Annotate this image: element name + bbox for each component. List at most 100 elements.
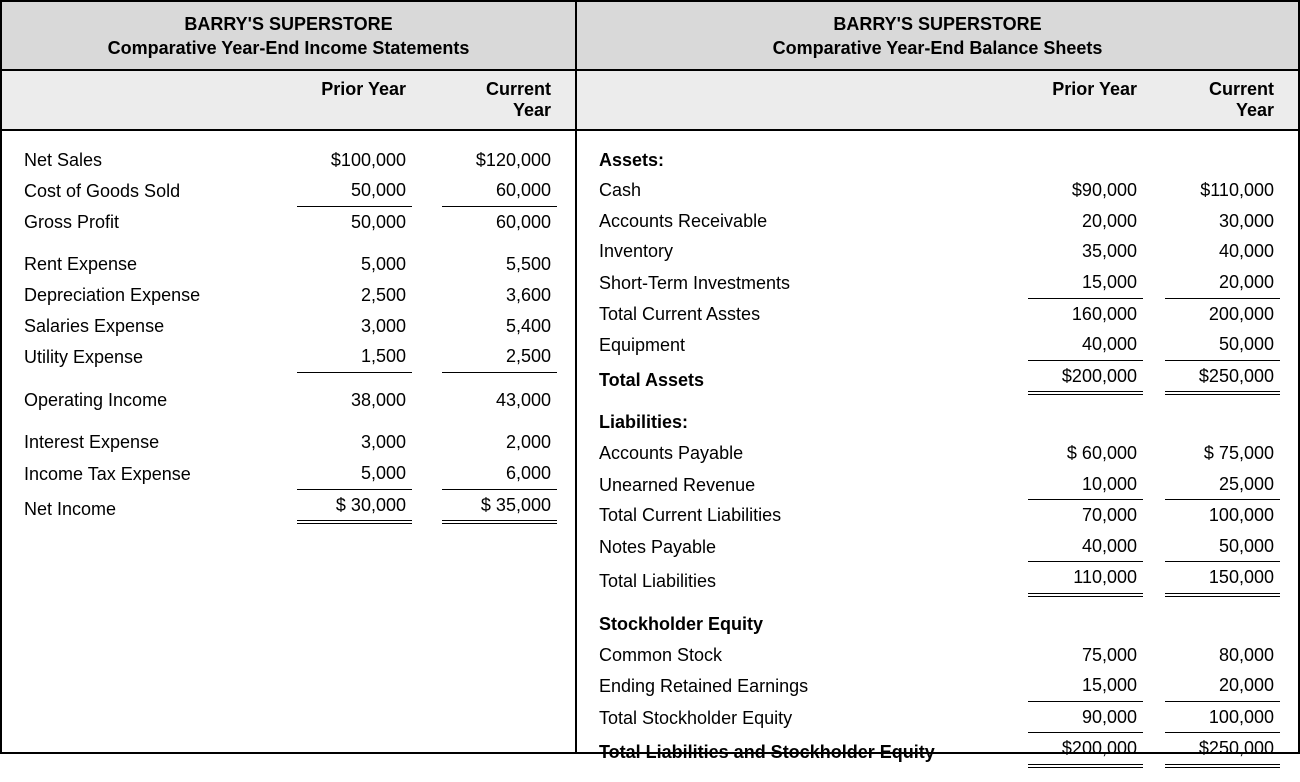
value-sti-prior: 15,000 (1028, 267, 1143, 299)
value-tlse-prior: $200,000 (1028, 733, 1143, 768)
label-depreciation: Depreciation Expense (24, 280, 267, 311)
value-rent-current: 5,500 (442, 249, 557, 280)
row-income-tax-expense: Income Tax Expense 5,000 6,000 (24, 458, 557, 490)
row-gross-profit: Gross Profit 50,000 60,000 (24, 207, 557, 238)
row-total-liabilities-and-equity: Total Liabilities and Stockholder Equity… (599, 733, 1280, 768)
label-tlse: Total Liabilities and Stockholder Equity (599, 737, 1006, 768)
value-cash-prior: $90,000 (1028, 175, 1143, 206)
label-tca: Total Current Asstes (599, 299, 1006, 330)
label-cash: Cash (599, 175, 1006, 206)
row-notes-payable: Notes Payable 40,000 50,000 (599, 531, 1280, 563)
row-accounts-receivable: Accounts Receivable 20,000 30,000 (599, 206, 1280, 237)
label-sti: Short-Term Investments (599, 268, 1006, 299)
balance-sheet-panel: BARRY'S SUPERSTORE Comparative Year-End … (577, 2, 1298, 752)
value-net-income-prior: $ 30,000 (297, 490, 412, 525)
label-net-income: Net Income (24, 494, 267, 525)
value-tca-prior: 160,000 (1028, 299, 1143, 330)
label-liabilities-header: Liabilities: (599, 407, 1006, 438)
value-utility-prior: 1,500 (297, 341, 412, 373)
value-total-assets-prior: $200,000 (1028, 361, 1143, 396)
row-cogs: Cost of Goods Sold 50,000 60,000 (24, 175, 557, 207)
row-equipment: Equipment 40,000 50,000 (599, 329, 1280, 361)
spacer (24, 415, 557, 427)
label-tse: Total Stockholder Equity (599, 703, 1006, 734)
value-tcl-prior: 70,000 (1028, 500, 1143, 531)
header-prior-year: Prior Year (297, 79, 412, 121)
value-cogs-current: 60,000 (442, 175, 557, 207)
label-gross-profit: Gross Profit (24, 207, 267, 238)
label-se-header: Stockholder Equity (599, 609, 1006, 640)
value-unearned-prior: 10,000 (1028, 469, 1143, 501)
header-spacer (595, 79, 1006, 121)
statement-name: Comparative Year-End Income Statements (2, 36, 575, 60)
value-re-current: 20,000 (1165, 670, 1280, 702)
label-utility: Utility Expense (24, 342, 267, 373)
value-tl-prior: 110,000 (1028, 562, 1143, 597)
value-ar-current: 30,000 (1165, 206, 1280, 237)
value-tcl-current: 100,000 (1165, 500, 1280, 531)
value-cogs-prior: 50,000 (297, 175, 412, 207)
value-depreciation-prior: 2,500 (297, 280, 412, 311)
row-total-stockholder-equity: Total Stockholder Equity 90,000 100,000 (599, 702, 1280, 734)
row-net-income: Net Income $ 30,000 $ 35,000 (24, 490, 557, 525)
value-gross-profit-prior: 50,000 (297, 207, 412, 238)
value-re-prior: 15,000 (1028, 670, 1143, 702)
row-salaries-expense: Salaries Expense 3,000 5,400 (24, 311, 557, 342)
row-assets-header: Assets: (599, 145, 1280, 176)
value-gross-profit-current: 60,000 (442, 207, 557, 238)
row-operating-income: Operating Income 38,000 43,000 (24, 385, 557, 416)
value-tse-current: 100,000 (1165, 702, 1280, 734)
value-tax-prior: 5,000 (297, 458, 412, 490)
value-cs-current: 80,000 (1165, 640, 1280, 671)
value-sti-current: 20,000 (1165, 267, 1280, 299)
label-assets-header: Assets: (599, 145, 1006, 176)
row-utility-expense: Utility Expense 1,500 2,500 (24, 341, 557, 373)
header-current-year: Current Year (442, 79, 557, 121)
row-total-liabilities: Total Liabilities 110,000 150,000 (599, 562, 1280, 597)
row-unearned-revenue: Unearned Revenue 10,000 25,000 (599, 469, 1280, 501)
label-common-stock: Common Stock (599, 640, 1006, 671)
row-total-current-liabilities: Total Current Liabilities 70,000 100,000 (599, 500, 1280, 531)
row-cash: Cash $90,000 $110,000 (599, 175, 1280, 206)
row-stockholder-equity-header: Stockholder Equity (599, 609, 1280, 640)
label-unearned: Unearned Revenue (599, 470, 1006, 501)
label-ap: Accounts Payable (599, 438, 1006, 469)
label-interest: Interest Expense (24, 427, 267, 458)
value-salaries-prior: 3,000 (297, 311, 412, 342)
value-interest-prior: 3,000 (297, 427, 412, 458)
spacer (599, 395, 1280, 407)
label-ar: Accounts Receivable (599, 206, 1006, 237)
row-short-term-investments: Short-Term Investments 15,000 20,000 (599, 267, 1280, 299)
row-depreciation-expense: Depreciation Expense 2,500 3,600 (24, 280, 557, 311)
spacer (24, 237, 557, 249)
header-spacer (20, 79, 267, 121)
row-rent-expense: Rent Expense 5,000 5,500 (24, 249, 557, 280)
value-interest-current: 2,000 (442, 427, 557, 458)
income-column-headers: Prior Year Current Year (2, 71, 575, 131)
company-name: BARRY'S SUPERSTORE (577, 12, 1298, 36)
label-retained-earnings: Ending Retained Earnings (599, 671, 1006, 702)
statement-name: Comparative Year-End Balance Sheets (577, 36, 1298, 60)
value-inventory-current: 40,000 (1165, 236, 1280, 267)
label-total-assets: Total Assets (599, 365, 1006, 396)
label-inventory: Inventory (599, 236, 1006, 267)
value-tlse-current: $250,000 (1165, 733, 1280, 768)
income-statement-body: Net Sales $100,000 $120,000 Cost of Good… (2, 131, 575, 539)
value-tax-current: 6,000 (442, 458, 557, 490)
row-interest-expense: Interest Expense 3,000 2,000 (24, 427, 557, 458)
header-current-year: Current Year (1165, 79, 1280, 121)
label-rent: Rent Expense (24, 249, 267, 280)
value-tl-current: 150,000 (1165, 562, 1280, 597)
label-tax: Income Tax Expense (24, 459, 267, 490)
label-equipment: Equipment (599, 330, 1006, 361)
value-net-income-current: $ 35,000 (442, 490, 557, 525)
company-name: BARRY'S SUPERSTORE (2, 12, 575, 36)
spacer (599, 597, 1280, 609)
row-inventory: Inventory 35,000 40,000 (599, 236, 1280, 267)
label-operating-income: Operating Income (24, 385, 267, 416)
row-net-sales: Net Sales $100,000 $120,000 (24, 145, 557, 176)
label-tcl: Total Current Liabilities (599, 500, 1006, 531)
income-statement-title: BARRY'S SUPERSTORE Comparative Year-End … (2, 2, 575, 71)
value-np-prior: 40,000 (1028, 531, 1143, 563)
label-cogs: Cost of Goods Sold (24, 176, 267, 207)
